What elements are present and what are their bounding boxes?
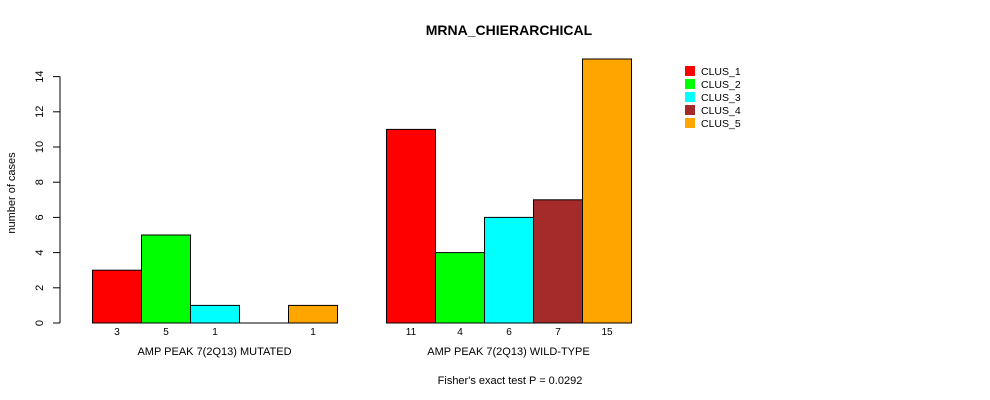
bar-count-label: 15 — [601, 327, 613, 338]
bar-count-label: 7 — [555, 327, 561, 338]
legend-label-clus-4: CLUS_4 — [701, 105, 741, 117]
bar-count-label: 11 — [406, 327, 417, 338]
y-tick-label: 10 — [34, 141, 46, 153]
legend-label-clus-2: CLUS_2 — [701, 79, 741, 91]
chart-title: MRNA_CHIERARCHICAL — [426, 22, 593, 38]
fisher-test-footer: Fisher's exact test P = 0.0292 — [438, 375, 583, 387]
legend-label-clus-3: CLUS_3 — [701, 92, 741, 104]
bar-clus-2 — [435, 252, 485, 324]
bar-clus-1 — [386, 128, 436, 324]
bar-count-label: 6 — [506, 327, 512, 338]
y-tick-label: 8 — [34, 179, 46, 185]
legend-swatch-clus-1 — [685, 66, 695, 76]
legend-label-clus-1: CLUS_1 — [701, 66, 741, 78]
bar-clus-5 — [288, 304, 338, 324]
group-label: AMP PEAK 7(2Q13) MUTATED — [137, 346, 291, 358]
legend-swatch-clus-3 — [685, 92, 695, 102]
bar-clus-3 — [190, 304, 240, 324]
bar-count-label: 1 — [212, 327, 218, 338]
bar-clus-3 — [484, 216, 534, 324]
y-tick-label: 14 — [34, 70, 46, 82]
bar-count-label: 5 — [163, 327, 169, 338]
count-labels: 3 5 1 1 11 4 6 7 15 — [114, 327, 613, 338]
y-tick-label: 0 — [34, 320, 46, 326]
legend-label-clus-5: CLUS_5 — [701, 118, 741, 130]
bar-count-label: 4 — [457, 327, 463, 338]
y-axis: 0 2 4 6 8 10 12 14 — [34, 70, 61, 326]
bars-group — [92, 58, 632, 324]
group-label: AMP PEAK 7(2Q13) WILD-TYPE — [427, 346, 589, 358]
bar-count-label: 1 — [310, 327, 316, 338]
y-tick-label: 6 — [34, 214, 46, 220]
legend-swatch-clus-2 — [685, 79, 695, 89]
y-tick-label: 4 — [34, 250, 46, 256]
bar-clus-5 — [582, 58, 632, 324]
bar-clus-4 — [533, 199, 583, 324]
bar-clus-1 — [92, 269, 142, 324]
bar-clus-2 — [141, 234, 191, 324]
y-tick-label: 2 — [34, 285, 46, 291]
legend-swatch-clus-4 — [685, 105, 695, 115]
legend-swatch-clus-5 — [685, 118, 695, 128]
group-labels: AMP PEAK 7(2Q13) MUTATED AMP PEAK 7(2Q13)… — [137, 346, 589, 358]
y-tick-label: 12 — [34, 106, 46, 118]
y-axis-label: number of cases — [6, 152, 18, 234]
bar-count-label: 3 — [114, 327, 120, 338]
